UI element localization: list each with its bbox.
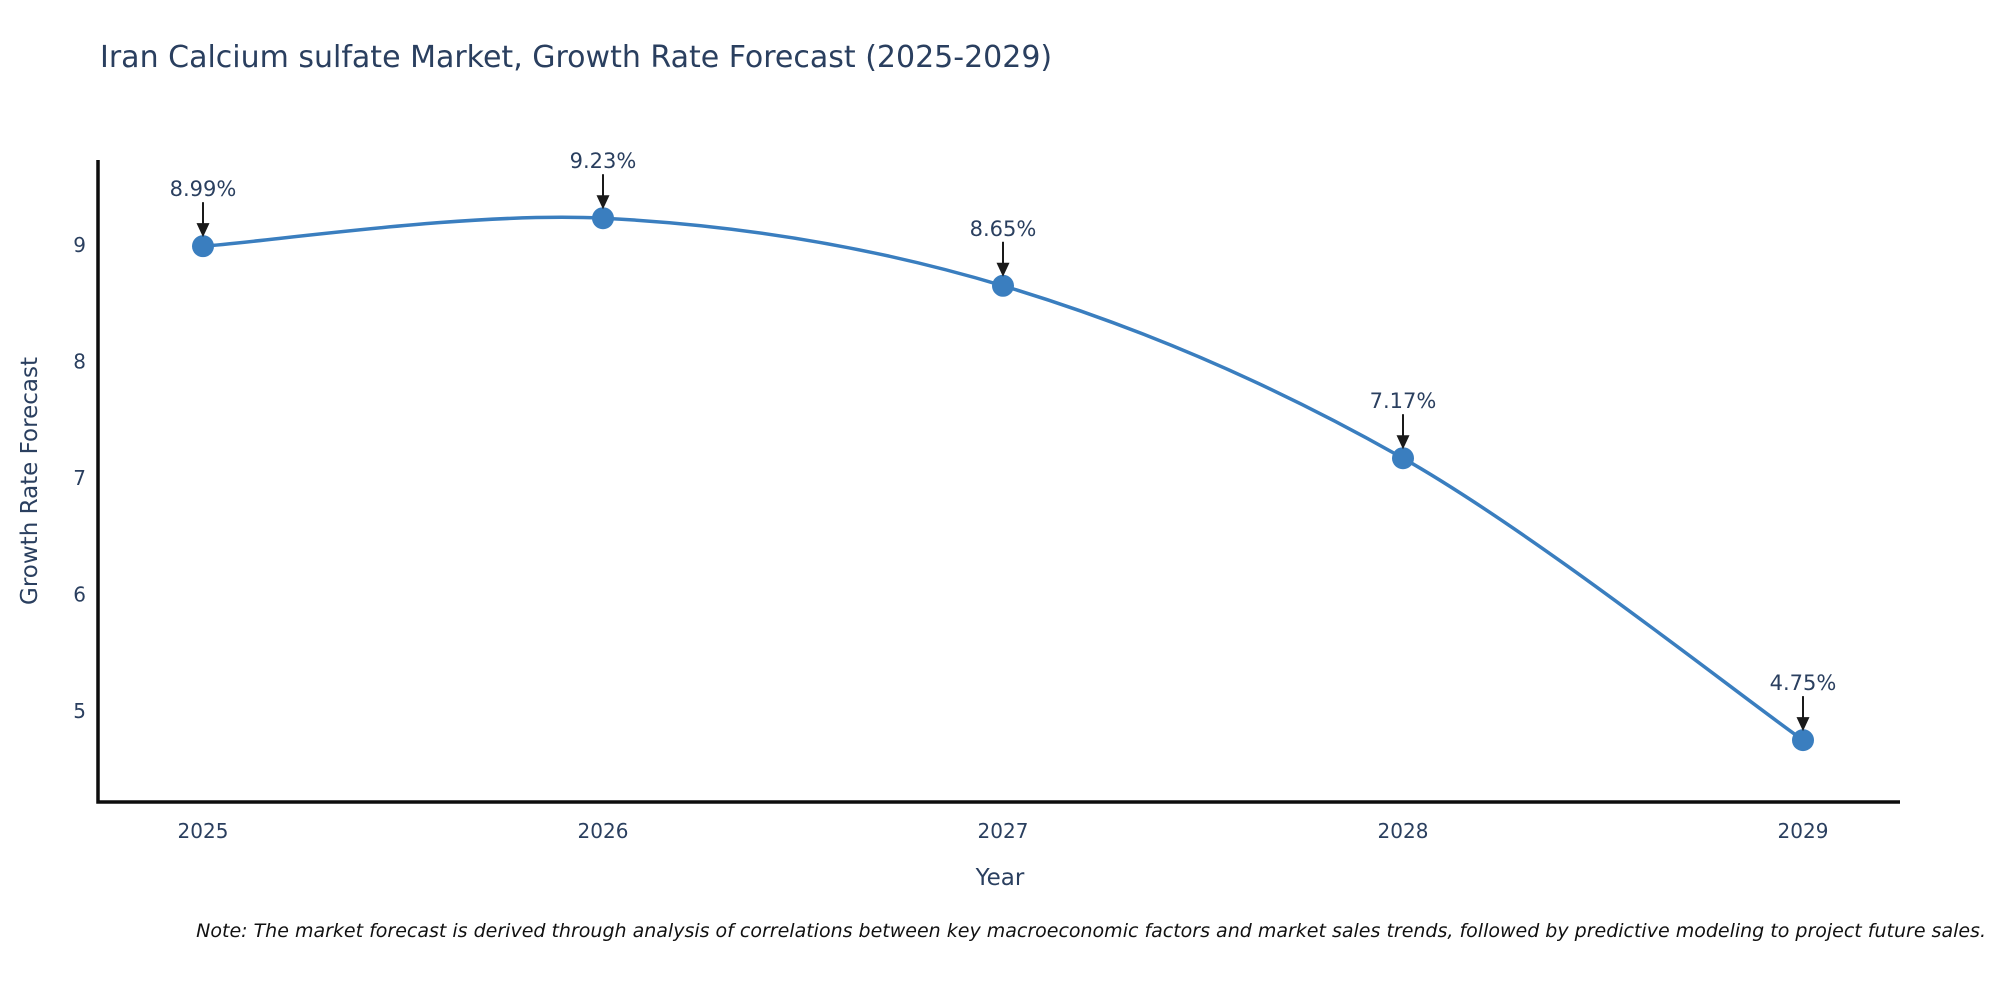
x-tick-label: 2028 <box>1378 819 1429 843</box>
data-point-marker-2029[interactable] <box>1792 729 1814 752</box>
data-point-marker-2028[interactable] <box>1392 447 1414 470</box>
x-tick-label: 2029 <box>1778 819 1829 843</box>
x-axis-title: Year <box>975 865 1025 891</box>
axis-lines <box>96 160 1900 804</box>
annotation-arrowhead <box>196 223 210 238</box>
x-tick-label: 2025 <box>178 819 229 843</box>
annotation-arrowhead <box>1796 717 1810 732</box>
point-value-label: 8.99% <box>170 177 237 201</box>
annotation-arrowhead <box>596 195 610 210</box>
y-tick-label: 9 <box>73 233 86 257</box>
point-value-label: 4.75% <box>1770 671 1837 695</box>
data-point-marker-2025[interactable] <box>192 235 214 258</box>
point-value-label: 9.23% <box>570 149 637 173</box>
point-value-label: 8.65% <box>970 217 1037 241</box>
annotation-arrowhead <box>1396 435 1410 450</box>
x-tick-label: 2026 <box>578 819 629 843</box>
data-point-marker-2026[interactable] <box>592 207 614 230</box>
y-tick-label: 5 <box>73 699 86 723</box>
chart-title: Iran Calcium sulfate Market, Growth Rate… <box>100 40 1053 75</box>
footnote: Note: The market forecast is derived thr… <box>196 920 1986 942</box>
x-tick-label: 2027 <box>978 819 1029 843</box>
data-point-marker-2027[interactable] <box>992 274 1014 297</box>
y-tick-label: 7 <box>73 466 86 490</box>
y-tick-label: 8 <box>73 350 86 374</box>
y-tick-label: 6 <box>73 583 86 607</box>
annotation-arrowhead <box>996 262 1010 277</box>
point-value-label: 7.17% <box>1370 389 1437 413</box>
